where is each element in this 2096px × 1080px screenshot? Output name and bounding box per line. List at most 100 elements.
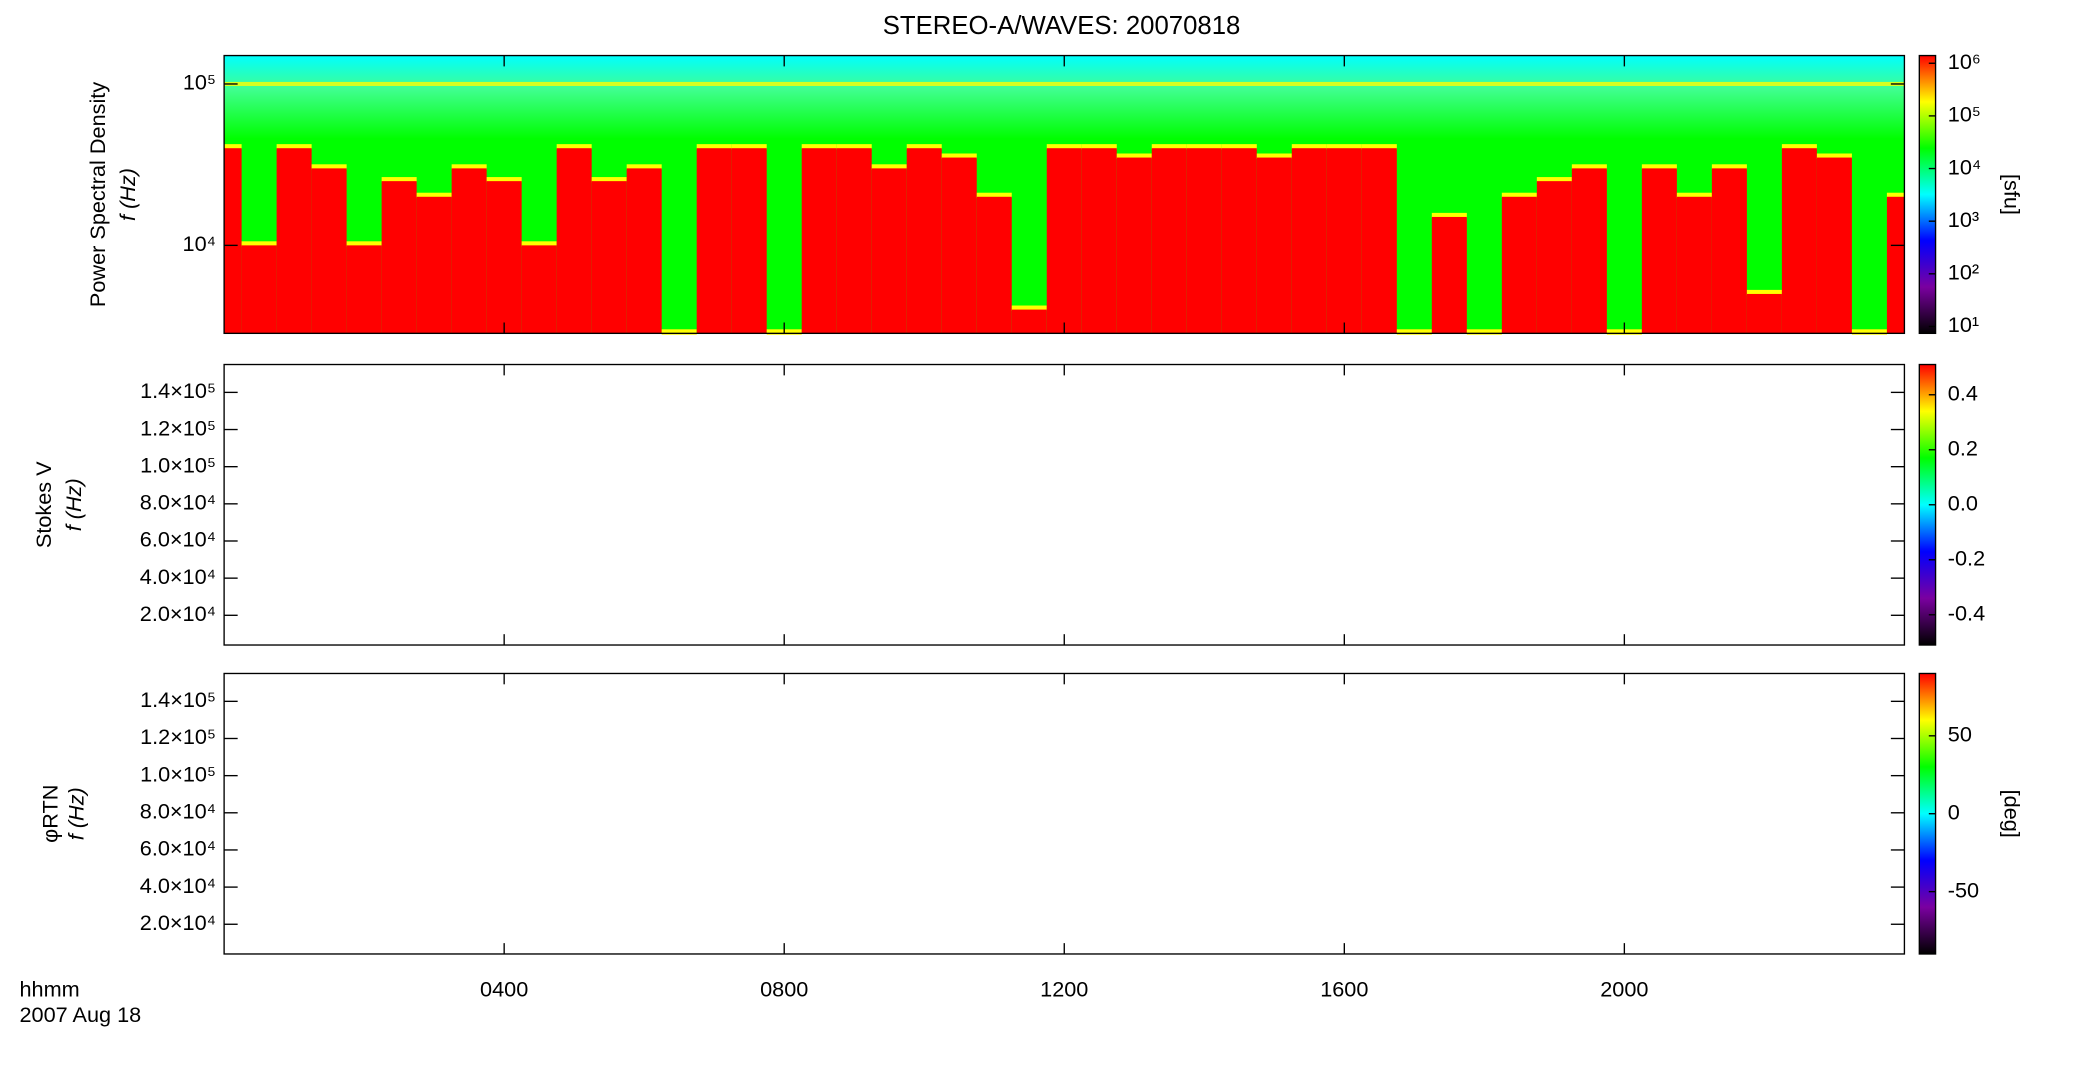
cutoff-edge	[1781, 144, 1817, 150]
spectrogram-cell	[416, 196, 452, 334]
cutoff-edge	[696, 144, 732, 150]
date-label: 2007 Aug 18	[19, 1002, 141, 1027]
cutoff-edge	[976, 192, 1012, 199]
colorbar-tick-label: -0.2	[1948, 546, 1985, 571]
spectrogram-cell	[1816, 157, 1852, 334]
cutoff-edge	[1291, 144, 1327, 150]
spectrogram-cell	[224, 148, 242, 334]
x-tick-label: 1600	[1320, 976, 1368, 1001]
spectrogram-cell	[1886, 196, 1905, 334]
spectrogram-cell	[346, 245, 382, 334]
cutoff-edge	[1676, 192, 1712, 199]
plot-frame	[223, 672, 1906, 955]
cutoff-edge	[1501, 192, 1537, 199]
colorbar-tick-label: -50	[1948, 877, 1979, 902]
spectrogram-cell	[871, 168, 907, 334]
y-tick-label: 2.0×10⁴	[140, 910, 216, 935]
y-tick-label: 1.4×10⁵	[140, 378, 216, 403]
x-tick-label: 0800	[760, 976, 808, 1001]
cutoff-edge	[1711, 164, 1747, 170]
spectrogram-cell	[696, 148, 732, 334]
colorbar-tick-label: 10¹	[1948, 312, 1979, 337]
spectrogram-cell	[801, 148, 837, 334]
cutoff-edge	[416, 192, 452, 199]
y-tick-label: 10⁵	[183, 70, 216, 95]
spectrogram-cell	[1151, 148, 1187, 334]
cutoff-edge	[1466, 329, 1502, 335]
spectrogram-cell	[1431, 216, 1467, 334]
spectrogram-cell	[486, 181, 522, 334]
y-axis-label: Stokes V	[31, 461, 56, 548]
y-tick-label: 1.0×10⁵	[140, 761, 216, 786]
cutoff-edge	[1186, 144, 1222, 150]
cutoff-edge	[1361, 144, 1397, 150]
spectrogram-cell	[1256, 157, 1292, 334]
cutoff-edge	[1046, 144, 1082, 150]
cutoff-edge	[1116, 153, 1152, 159]
cutoff-edge	[1886, 192, 1905, 199]
colorbar-tick-label: 50	[1948, 722, 1972, 747]
emission-band	[224, 81, 1905, 87]
colorbar-label: [deg]	[1999, 790, 2024, 838]
spectrogram-cell	[1291, 148, 1327, 334]
cutoff-edge	[1151, 144, 1187, 150]
colorbar-tick-label: 0.0	[1948, 491, 1978, 516]
spectrogram-cell	[1081, 148, 1117, 334]
spectrogram-cell	[626, 168, 662, 334]
spectrogram-cell	[1186, 148, 1222, 334]
colorbar-tick-label: 10⁴	[1948, 154, 1981, 179]
cutoff-edge	[1011, 305, 1047, 311]
spectrogram-cell	[1046, 148, 1082, 334]
y-tick-label: 1.4×10⁵	[140, 687, 216, 712]
spectrogram-cell	[1641, 168, 1677, 334]
y-tick-label: 10⁴	[183, 231, 216, 256]
spectrogram-cell	[836, 148, 872, 334]
spectrogram-cell	[1571, 168, 1607, 334]
spectrogram-cell	[976, 196, 1012, 334]
cutoff-edge	[521, 241, 557, 247]
y-tick-label: 6.0×10⁴	[140, 527, 216, 552]
spectrogram-cell	[311, 168, 347, 334]
spectrogram-cell	[1361, 148, 1397, 334]
cutoff-edge	[224, 144, 242, 150]
cutoff-edge	[1326, 144, 1362, 150]
cutoff-edge	[381, 177, 417, 183]
cutoff-edge	[556, 144, 592, 150]
spectrogram-cell	[1536, 181, 1572, 334]
spectrogram-cell	[1116, 157, 1152, 334]
y-axis-label: f (Hz)	[115, 168, 140, 221]
y-tick-label: 2.0×10⁴	[140, 601, 216, 626]
cutoff-edge	[801, 144, 837, 150]
spectrogram-cell	[556, 148, 592, 334]
cutoff-edge	[486, 177, 522, 183]
cutoff-edge	[1221, 144, 1257, 150]
spectrogram-cell	[1011, 309, 1047, 334]
cutoff-edge	[1256, 153, 1292, 159]
cutoff-edge	[731, 144, 767, 150]
figure-title: STEREO-A/WAVES: 20070818	[883, 12, 1241, 40]
spectrogram-cell	[1326, 148, 1362, 334]
y-tick-label: 6.0×10⁴	[140, 836, 216, 861]
cutoff-edge	[661, 329, 697, 335]
spectrogram-cell	[1711, 168, 1747, 334]
y-tick-label: 8.0×10⁴	[140, 799, 216, 824]
cutoff-edge	[591, 177, 627, 183]
y-axis-label: f (Hz)	[63, 787, 88, 840]
y-tick-label: 8.0×10⁴	[140, 490, 216, 515]
cutoff-edge	[241, 241, 277, 247]
colorbar-label: [sfu]	[1999, 174, 2024, 215]
spectrogram-cell	[731, 148, 767, 334]
x-tick-label: 2000	[1600, 976, 1648, 1001]
cutoff-edge	[1816, 153, 1852, 159]
y-tick-label: 4.0×10⁴	[140, 873, 216, 898]
y-axis-label: f (Hz)	[61, 478, 86, 531]
colorbar-tick-label: 10³	[1948, 207, 1979, 232]
spectrogram-cell	[1676, 196, 1712, 334]
cutoff-edge	[346, 241, 382, 247]
y-tick-label: 1.2×10⁵	[140, 724, 216, 749]
spectrogram-cell	[591, 181, 627, 334]
x-tick-label: 0400	[480, 976, 528, 1001]
y-axis-label: Power Spectral Density	[85, 82, 110, 307]
